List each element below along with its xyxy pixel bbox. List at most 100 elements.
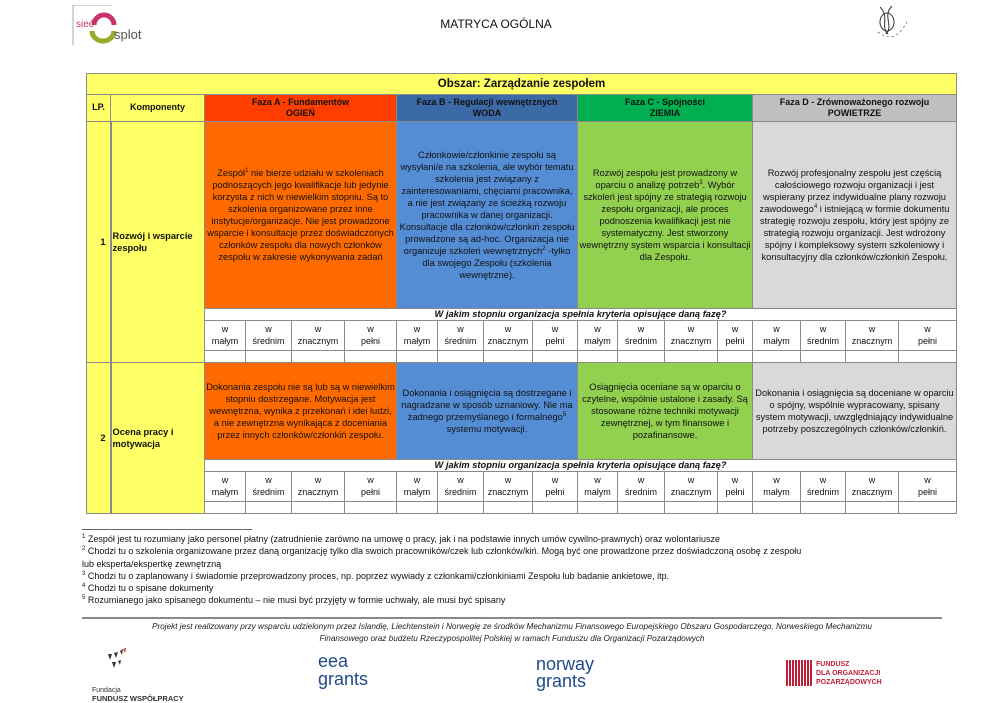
phase-header: Faza C - Spójności ZIEMIA <box>577 94 753 122</box>
project-note: Projekt jest realizowany przy wsparciu u… <box>82 617 942 645</box>
lp-header: LP. <box>86 94 111 122</box>
fundusz-label: FUNDUSZ <box>816 661 850 668</box>
answer-cell[interactable] <box>617 350 665 363</box>
description-text: i istniejącą w formie dokumentu strategi… <box>759 203 950 263</box>
footnote: 2 Chodzi tu o szkolenia organizowane prz… <box>82 544 942 556</box>
answer-cell[interactable] <box>845 350 899 363</box>
answer-cell[interactable] <box>664 501 718 514</box>
answer-cell[interactable] <box>800 501 846 514</box>
answer-cell[interactable] <box>532 501 578 514</box>
answer-cell[interactable] <box>396 501 438 514</box>
footnote-text: Chodzi tu o spisane dokumenty <box>87 583 214 594</box>
phase-header: Faza A - Fundamentów OGIEŃ <box>204 94 397 122</box>
answer-cell[interactable] <box>437 501 484 514</box>
answer-cell[interactable] <box>717 501 753 514</box>
scale-label-bottom: pełni <box>360 486 380 497</box>
scale-label-bottom: znacznym <box>297 335 339 346</box>
answer-cell[interactable] <box>897 350 958 363</box>
scale-label: w znacznym <box>845 471 899 502</box>
scale-label-bottom: pełni <box>545 486 565 497</box>
answer-cell[interactable] <box>800 350 846 363</box>
scale-label-top: w <box>314 323 322 334</box>
scale-label: w pełni <box>717 320 753 351</box>
scale-label-top: w <box>687 323 695 334</box>
scale-label-top: w <box>457 323 464 334</box>
answer-cell[interactable] <box>344 501 397 514</box>
answer-cell[interactable] <box>752 350 801 363</box>
scale-label: w średnim <box>800 471 846 502</box>
scale-label-top: w <box>594 323 601 334</box>
assessment-question: W jakim stopniu organizacja spełnia kryt… <box>203 459 958 472</box>
description-text: systemu motywacji. <box>446 424 528 435</box>
scale-label-top: w <box>687 474 695 485</box>
description-text: Rozwój zespołu jest prowadzony w oparciu… <box>592 167 738 190</box>
answer-cell[interactable] <box>204 350 246 363</box>
scale-label-bottom: pełni <box>545 335 565 346</box>
scale-label: w znacznym <box>664 471 718 502</box>
phase-header: Faza B - Regulacji wewnętrznych WODA <box>396 94 578 122</box>
answer-cell[interactable] <box>664 350 718 363</box>
footnote-text: Zespół jest tu rozumiany jako personel p… <box>87 534 720 544</box>
scale-label-bottom: małym <box>403 486 431 497</box>
matrix-table: Obszar: Zarządzanie zespołem LP. Komponent… <box>85 73 958 514</box>
description-text: Zespół <box>217 167 246 178</box>
scale-label-top: w <box>773 474 780 485</box>
scale-label-top: w <box>819 474 827 485</box>
phase-name: Faza A - Fundamentów <box>251 96 350 107</box>
description-text: Dokonania i osiągnięcia są dostrzegane i… <box>401 387 573 422</box>
answer-cell[interactable] <box>617 501 665 514</box>
description-text: Osiągnięcia oceniane są w oparciu o czyt… <box>582 381 748 441</box>
scale-label: w pełni <box>897 471 958 502</box>
answer-cell[interactable] <box>532 350 578 363</box>
scale-label-top: w <box>868 474 876 485</box>
footnote: lub eksperta/ekspertkę zewnętrzną <box>82 557 942 569</box>
answer-cell[interactable] <box>717 350 753 363</box>
scale-label-top: w <box>868 323 876 334</box>
answer-cell[interactable] <box>291 501 345 514</box>
answer-cell[interactable] <box>577 501 618 514</box>
answer-cell[interactable] <box>245 350 292 363</box>
scale-label-bottom: średnim <box>444 486 477 497</box>
footnote-ref: 1 <box>245 167 249 174</box>
grants-label: grants <box>318 669 369 689</box>
answer-cell[interactable] <box>752 501 801 514</box>
answer-cell[interactable] <box>897 501 958 514</box>
scale-label: w średnim <box>617 320 665 351</box>
answer-cell[interactable] <box>344 350 397 363</box>
scale-label-bottom: znacznym <box>670 486 712 497</box>
scale-label-bottom: średnim <box>806 335 839 346</box>
phase-element: OGIEŃ <box>285 108 315 118</box>
answer-cell[interactable] <box>291 350 345 363</box>
footnote-number: 2 <box>82 546 86 553</box>
component-name: Rozwój i wsparcie zespołu <box>110 121 205 363</box>
norway-grants-logo: norway grants <box>536 654 595 690</box>
footnote: 1 Zespół jest tu rozumiany jako personel… <box>82 532 942 544</box>
svg-text:sieć: sieć <box>76 19 94 30</box>
answer-cell[interactable] <box>437 350 484 363</box>
scale-label-top: w <box>594 474 601 485</box>
answer-cell[interactable] <box>245 501 292 514</box>
row-number: 2 <box>86 362 112 514</box>
norway-label: norway <box>536 654 595 674</box>
footnote-text: Chodzi tu o szkolenia organizowane przez… <box>87 546 802 557</box>
answer-cell[interactable] <box>483 501 533 514</box>
scale-label-top: w <box>504 323 512 334</box>
footnote: 5 Rozumianego jako spisanego dokumentu –… <box>82 593 942 605</box>
scale-label-top: w <box>221 323 229 334</box>
answer-cell[interactable] <box>845 501 899 514</box>
scale-label-top: w <box>551 323 559 334</box>
scale-label-bottom: znacznym <box>487 486 529 497</box>
scale-label-top: w <box>457 474 464 485</box>
scale-label-bottom: małym <box>584 335 611 346</box>
scale-label-bottom: małym <box>763 335 790 346</box>
phase-description: Rozwój zespołu jest prowadzony w oparciu… <box>577 121 753 309</box>
answer-cell[interactable] <box>396 350 438 363</box>
answer-cell[interactable] <box>204 501 246 514</box>
scale-label-top: w <box>637 474 645 485</box>
phase-description: Dokonania zespołu nie są lub są w niewie… <box>204 362 397 460</box>
scale-label-bottom: pełni <box>918 486 938 497</box>
answer-cell[interactable] <box>483 350 533 363</box>
answer-cell[interactable] <box>577 350 618 363</box>
scale-label-top: w <box>413 323 421 334</box>
description-text: Dokonania i osiągnięcia są doceniane w o… <box>755 387 954 435</box>
